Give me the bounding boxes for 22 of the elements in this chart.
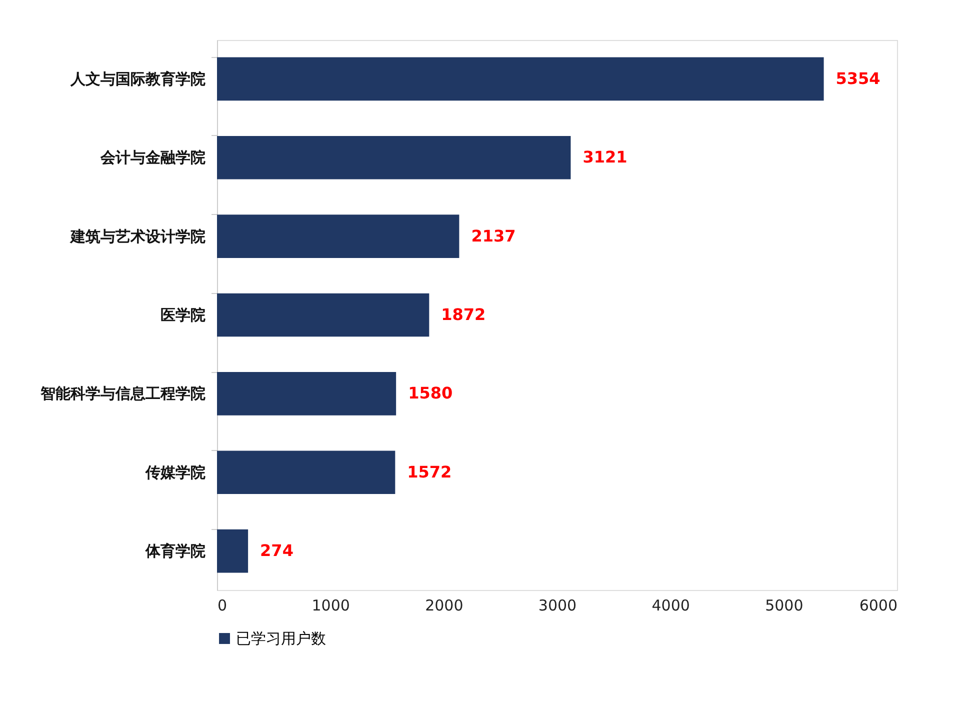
x-tick-label: 3000 bbox=[538, 596, 577, 614]
y-tick-label: 医学院 bbox=[160, 306, 206, 324]
y-tick-label: 会计与金融学院 bbox=[100, 148, 206, 167]
data-label: 1580 bbox=[408, 384, 453, 403]
x-tick-label: 0 bbox=[218, 596, 228, 614]
data-label: 1872 bbox=[441, 305, 486, 324]
x-tick-label: 4000 bbox=[652, 596, 690, 614]
y-tick-label: 人文与国际教育学院 bbox=[70, 70, 206, 88]
y-tick-label: 体育学院 bbox=[144, 542, 206, 560]
y-tick-label: 建筑与艺术设计学院 bbox=[70, 227, 206, 246]
x-tick-label: 6000 bbox=[859, 596, 898, 614]
data-label: 2137 bbox=[471, 226, 516, 246]
legend-label: 已学习用户数 bbox=[236, 630, 326, 648]
data-label: 274 bbox=[260, 541, 294, 560]
data-label: 3121 bbox=[582, 148, 628, 167]
x-tick-label: 2000 bbox=[425, 596, 464, 614]
y-tick-label: 智能科学与信息工程学院 bbox=[40, 384, 206, 403]
data-label: 5354 bbox=[836, 68, 880, 88]
x-tick-label: 1000 bbox=[312, 596, 350, 614]
x-tick-label: 5000 bbox=[765, 596, 804, 614]
data-label: 1572 bbox=[407, 462, 452, 482]
y-tick-label: 传媒学院 bbox=[144, 463, 206, 482]
